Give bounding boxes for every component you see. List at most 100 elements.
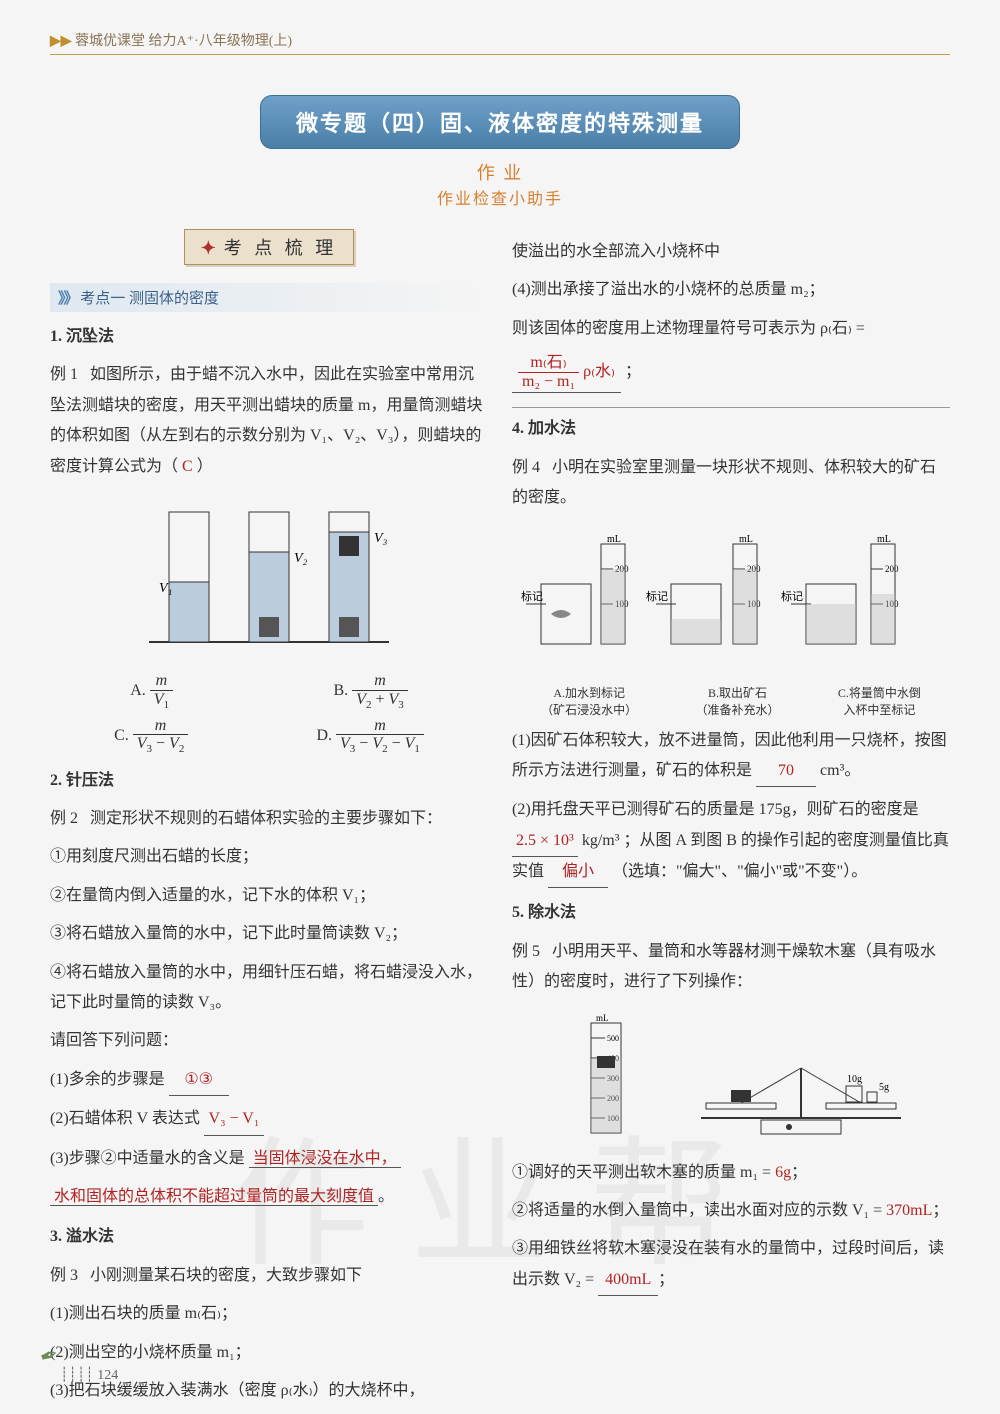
m5-s1-tail: ；	[791, 1164, 807, 1181]
m4-q2-a: (2)用托盘天平已测得矿石的质量是 175g，则矿石的密度是	[512, 801, 919, 818]
ex1-text: 如图所示，由于蜡不沉入水中，因此在实验室中常用沉坠法测蜡块的密度，用天平测出蜡块…	[50, 366, 482, 474]
example2: 例 2 测定形状不规则的石蜡体积实验的主要步骤如下：	[50, 804, 488, 834]
m2-s4: ④将石蜡放入量筒的水中，用细针压石蜡，将石蜡浸没入水，记下此时量筒的读数 V₃。	[50, 958, 488, 1019]
options-row2: C. mV3 − V2 D. mV3 − V2 − V1	[50, 717, 488, 756]
optC-label: C.	[114, 727, 129, 744]
m3-num: m₍石₎	[518, 354, 579, 373]
m5-s2-answer: 370mL	[886, 1202, 932, 1219]
m2-q2: (2)石蜡体积 V 表达式 V₃ − V₁	[50, 1104, 488, 1135]
m4-fig-labels: A.加水到标记（矿石浸没水中） B.取出矿石（准备补充水） C.将量筒中水倒入杯…	[512, 684, 950, 718]
svg-text:标记: 标记	[521, 589, 543, 603]
m2-s3: ③将石蜡放入量筒的水中，记下此时量筒读数 V₂；	[50, 919, 488, 949]
m2-s2: ②在量筒内倒入适量的水，记下水的体积 V₁；	[50, 881, 488, 911]
book-header: ▶▶ 蓉城优课堂 给力A⁺·八年级物理(上)	[50, 30, 950, 55]
ex1-label: 例 1	[50, 366, 78, 383]
v3-label: V₃	[374, 531, 388, 546]
svg-text:mL: mL	[596, 1013, 609, 1023]
ex1-tail: ）	[197, 458, 213, 475]
m5-s3-answer: 400mL	[598, 1265, 658, 1296]
m4-q2-c: （选填："偏大"、"偏小"或"不变"）。	[612, 863, 867, 880]
v2-label: V₂	[294, 551, 308, 566]
capB: B.取出矿石（准备补充水）	[695, 684, 779, 718]
m3-suffix: ；	[625, 363, 641, 380]
m3-s5: 则该固体的密度用上述物理量符号可表示为 ρ₍石₎ =	[512, 314, 950, 344]
m2-q2-label: (2)石蜡体积 V 表达式	[50, 1110, 200, 1127]
m5-s2-text: ②将适量的水倒入量筒中，读出水面对应的示数 V₁ =	[512, 1202, 882, 1219]
m2-q1-answer: ①③	[169, 1065, 229, 1096]
keypoint-1-heading: 》》 考点一 测固体的密度	[50, 283, 488, 312]
ex2-label: 例 2	[50, 810, 78, 827]
v1-label: V₁	[159, 581, 172, 596]
option-a: A. mV1	[130, 672, 173, 711]
page-number: ┊┊┊┊ 124	[60, 1367, 118, 1384]
right-column: 使溢出的水全部流入小烧杯中 (4)测出承接了溢出水的小烧杯的总质量 m₂； 则该…	[512, 229, 950, 1414]
capC: C.将量筒中水倒入杯中至标记	[838, 684, 921, 718]
stamp-line2: 作业检查小助手	[50, 185, 950, 209]
m4-figure: 标记 mL 200 100 标记 mL 200 100 标记 mL 200	[521, 524, 941, 674]
header-arrows: ▶▶	[50, 34, 72, 49]
m4-q2-unit: kg/m³	[582, 832, 620, 849]
m2-q3-tail: 。	[378, 1188, 394, 1205]
example1: 例 1 如图所示，由于蜡不沉入水中，因此在实验室中常用沉坠法测蜡块的密度，用天平…	[50, 360, 488, 482]
ex2-text: 测定形状不规则的石蜡体积实验的主要步骤如下：	[90, 810, 442, 827]
m3-s4: (4)测出承接了溢出水的小烧杯的总质量 m₂；	[512, 275, 950, 305]
m4-q2-answer2: 偏小	[548, 857, 608, 888]
m2-q: 请回答下列问题：	[50, 1026, 488, 1056]
m4-q1: (1)因矿石体积较大，放不进量筒，因此他利用一只烧杯，按图所示方法进行测量，矿石…	[512, 726, 950, 788]
ex5-label: 例 5	[512, 943, 540, 960]
m4-q1-answer: 70	[756, 756, 816, 787]
option-c: C. mV3 − V2	[114, 717, 188, 756]
capA: A.加水到标记（矿石浸没水中）	[541, 684, 637, 718]
ex4-label: 例 4	[512, 459, 540, 476]
m2-q2-answer: V₃ − V₁	[204, 1104, 264, 1135]
method5-title: 5. 除水法	[512, 898, 950, 928]
m4-q1-text: (1)因矿石体积较大，放不进量筒，因此他利用一只烧杯，按图所示方法进行测量，矿石…	[512, 732, 947, 779]
m4-q1-tail: 。	[844, 762, 860, 779]
m2-q3-answer: 当固体浸没在水中，	[249, 1150, 401, 1168]
m2-q1: (1)多余的步骤是 ①③	[50, 1065, 488, 1096]
stamp: 作 业 作业检查小助手	[50, 159, 950, 209]
m5-s3: ③用细铁丝将软木塞浸没在装有水的量筒中，过段时间后，读出示数 V₂ = 400m…	[512, 1234, 950, 1296]
kp1-title: 测固体的密度	[129, 291, 219, 307]
option-d: D. mV3 − V2 − V1	[316, 717, 423, 756]
method1-title: 1. 沉坠法	[50, 322, 488, 352]
method3-title: 3. 溢水法	[50, 1222, 488, 1252]
cylinder-figure: V₁ V₂ V₃	[129, 492, 409, 662]
m2-q3-answer2: 水和固体的总体积不能超过量筒的最大刻度值	[50, 1188, 378, 1206]
ex3-label: 例 3	[50, 1267, 78, 1284]
m3-den: m₂ − m₁	[518, 373, 579, 391]
svg-text:500: 500	[607, 1034, 619, 1043]
example5: 例 5 小明用天平、量筒和水等器材测干燥软木塞（具有吸水性）的密度时，进行了下列…	[512, 937, 950, 998]
section-dot-icon: ✦	[201, 238, 220, 258]
left-column: ✦考 点 梳 理 》》 考点一 测固体的密度 1. 沉坠法 例 1 如图所示，由…	[50, 229, 488, 1414]
m2-q3-label: (3)步骤②中适量水的含义是	[50, 1150, 245, 1167]
m4-q2: (2)用托盘天平已测得矿石的质量是 175g，则矿石的密度是 2.5 × 10³…	[512, 795, 950, 888]
optD-label: D.	[316, 727, 332, 744]
example4: 例 4 小明在实验室里测量一块形状不规则、体积较大的矿石的密度。	[512, 453, 950, 514]
ex4-text: 小明在实验室里测量一块形状不规则、体积较大的矿石的密度。	[512, 459, 936, 506]
two-column-layout: ✦考 点 梳 理 》》 考点一 测固体的密度 1. 沉坠法 例 1 如图所示，由…	[50, 229, 950, 1414]
m4-q2-answer: 2.5 × 10³	[512, 826, 578, 857]
svg-text:mL: mL	[739, 534, 753, 545]
m5-s1-answer: 6g	[775, 1164, 791, 1181]
ex5-text: 小明用天平、量筒和水等器材测干燥软木塞（具有吸水性）的密度时，进行了下列操作：	[512, 943, 936, 990]
optB-label: B.	[334, 682, 349, 699]
section-heading-text: 考 点 梳 理	[224, 238, 338, 258]
m5-s3-text: ③用细铁丝将软木塞浸没在装有水的量筒中，过段时间后，读出示数 V₂ =	[512, 1240, 944, 1287]
optA-label: A.	[130, 682, 146, 699]
svg-text:标记: 标记	[646, 589, 668, 603]
m5-figure: mL 500 400 300 200 100 10g 5g	[531, 1008, 931, 1148]
method4-title: 4. 加水法	[512, 407, 950, 444]
m2-q1-label: (1)多余的步骤是	[50, 1071, 165, 1088]
kp1-label: 考点一	[80, 291, 125, 307]
m3-cont: 使溢出的水全部流入小烧杯中	[512, 237, 950, 267]
m5-s2-tail: ；	[932, 1202, 948, 1219]
svg-text:10g: 10g	[847, 1074, 862, 1085]
svg-text:mL: mL	[877, 534, 891, 545]
header-text: 蓉城优课堂 给力A⁺·八年级物理(上)	[75, 34, 292, 49]
m4-q1-unit: cm³	[820, 762, 844, 779]
m2-q3: (3)步骤②中适量水的含义是 当固体浸没在水中，	[50, 1144, 488, 1174]
method2-title: 2. 针压法	[50, 766, 488, 796]
example3: 例 3 小刚测量某石块的密度，大致步骤如下	[50, 1261, 488, 1291]
stamp-line1: 作 业	[50, 159, 950, 185]
